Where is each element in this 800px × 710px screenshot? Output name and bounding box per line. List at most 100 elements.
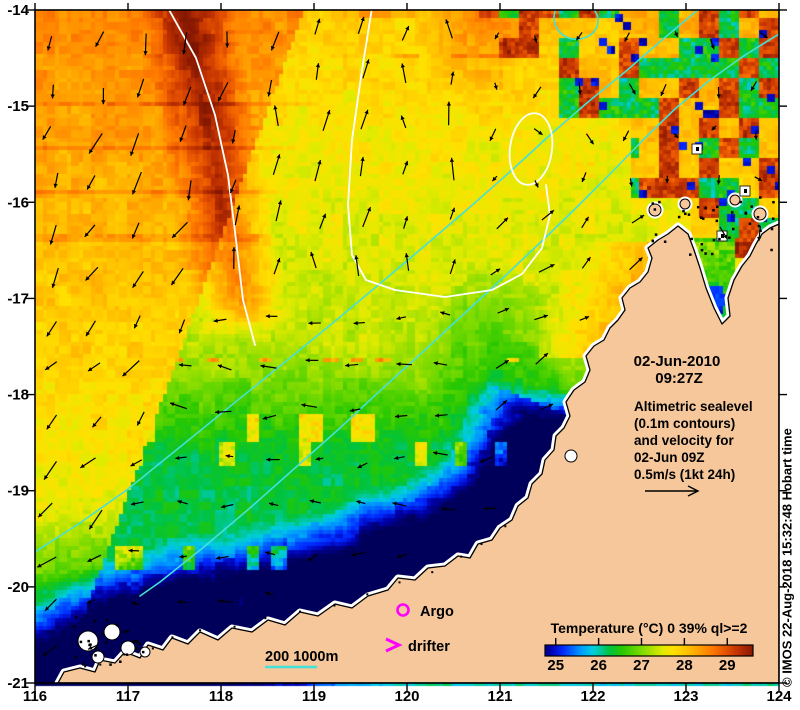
annotation-line: 0.5m/s (1kt 24h) (634, 467, 735, 482)
velocity-arrow (88, 509, 103, 530)
bathymetry-contour-loop (553, 10, 599, 41)
velocity-arrow (86, 599, 96, 604)
lat-tick-label: -15 (7, 98, 29, 115)
velocity-arrow (186, 180, 192, 201)
lat-tick-label: -19 (7, 483, 29, 500)
velocity-arrow (533, 128, 543, 136)
bathy-depth-label: 200 1000m (265, 649, 338, 665)
velocity-arrow (220, 503, 234, 509)
velocity-arrow (540, 403, 554, 411)
velocity-arrow (489, 128, 497, 142)
colorbar-tick-label: 28 (676, 657, 693, 674)
velocity-arrow (581, 216, 590, 229)
lon-tick-label: 121 (487, 688, 512, 705)
velocity-arrow (495, 359, 510, 369)
velocity-arrow (177, 499, 188, 505)
velocity-arrow (305, 358, 319, 363)
velocity-arrow (491, 175, 498, 182)
velocity-arrow (396, 553, 407, 559)
velocity-arrow (709, 38, 715, 50)
colorbar-frame (544, 644, 754, 657)
velocity-arrow (402, 160, 409, 175)
temperature-colorbar: 25 26 27 28 29 (544, 638, 754, 674)
velocity-arrow (50, 84, 55, 99)
velocity-arrow (665, 175, 670, 184)
velocity-arrow (132, 171, 142, 195)
velocity-arrow (674, 31, 679, 38)
colorbar-tick-label: 27 (633, 657, 650, 674)
velocity-arrow (319, 213, 327, 229)
velocity-arrow (440, 311, 451, 316)
velocity-arrow (497, 307, 510, 314)
velocity-arrow (87, 554, 102, 563)
velocity-arrow (754, 176, 763, 182)
velocity-arrow (532, 86, 542, 99)
velocity-arrow (179, 125, 187, 142)
velocity-arrow (716, 86, 721, 99)
velocity-arrow (750, 81, 758, 92)
velocity-arrow (494, 32, 500, 40)
lon-tick-label: 117 (116, 688, 140, 705)
velocity-arrow (353, 320, 365, 326)
velocity-arrow (581, 172, 587, 183)
lat-tick-label: -17 (7, 290, 29, 307)
velocity-arrow (92, 416, 102, 428)
lat-tick-label: -14 (7, 2, 29, 19)
velocity-arrow (46, 36, 53, 51)
velocity-arrow (42, 644, 58, 657)
velocity-arrow (349, 408, 361, 413)
colorbar-title: Temperature (°C) 0 39% ql>=2 (551, 620, 748, 636)
velocity-arrow (394, 414, 408, 419)
velocity-arrow (493, 82, 498, 90)
velocity-arrow (307, 553, 318, 562)
velocity-arrow (36, 556, 57, 568)
annotation-line: and velocity for (634, 433, 735, 448)
velocity-arrow (262, 414, 277, 420)
velocity-arrow (396, 361, 412, 367)
velocity-arrow (301, 403, 317, 408)
velocity-arrow (265, 591, 274, 596)
date-label: 02-Jun-2010 (634, 353, 721, 370)
velocity-arrow (266, 457, 280, 462)
velocity-arrow (229, 179, 237, 194)
ssh-contour-hook (347, 10, 551, 298)
velocity-arrow (131, 601, 141, 606)
velocity-arrow (362, 206, 371, 228)
lat-tick-label: -21 (7, 675, 29, 692)
bathymetry-contour-200m (139, 33, 779, 597)
velocity-arrow (396, 316, 407, 321)
velocity-arrow (541, 209, 555, 221)
annotation-line: (0.1m contours) (634, 416, 735, 431)
islands (77, 143, 769, 664)
lon-tick-label: 120 (394, 688, 419, 705)
velocity-arrow (716, 175, 721, 185)
velocity-arrow (217, 81, 229, 102)
velocity-arrow (441, 506, 456, 512)
velocity-arrow (46, 414, 58, 430)
velocity-arrow (80, 457, 96, 469)
velocity-arrow (130, 501, 144, 506)
velocity-arrow (757, 225, 762, 242)
velocity-arrow (49, 225, 57, 245)
velocity-arrow (322, 109, 331, 131)
velocity-arrow (273, 105, 279, 126)
velocity-arrow (629, 257, 643, 271)
velocity-arrow (178, 362, 192, 368)
velocity-arrow (354, 255, 360, 277)
velocity-arrow (272, 154, 281, 176)
velocity-arrow (753, 132, 758, 140)
velocity-arrow (534, 314, 549, 321)
velocity-arrow (87, 644, 99, 650)
velocity-arrow (46, 321, 57, 337)
lat-tick-label: -20 (7, 579, 29, 596)
velocity-arrow (275, 200, 283, 222)
velocity-arrow (315, 63, 321, 80)
velocity-arrow (357, 462, 368, 469)
lat-tick-label: -16 (7, 194, 29, 211)
colorbar-tick-label: 25 (547, 657, 564, 674)
credit-text: © IMOS 22-Aug-2018 15:32:48 Hobart time (780, 428, 795, 687)
velocity-arrow (84, 224, 96, 238)
lon-tick-label: 116 (23, 688, 47, 705)
velocity-arrow (169, 402, 188, 410)
